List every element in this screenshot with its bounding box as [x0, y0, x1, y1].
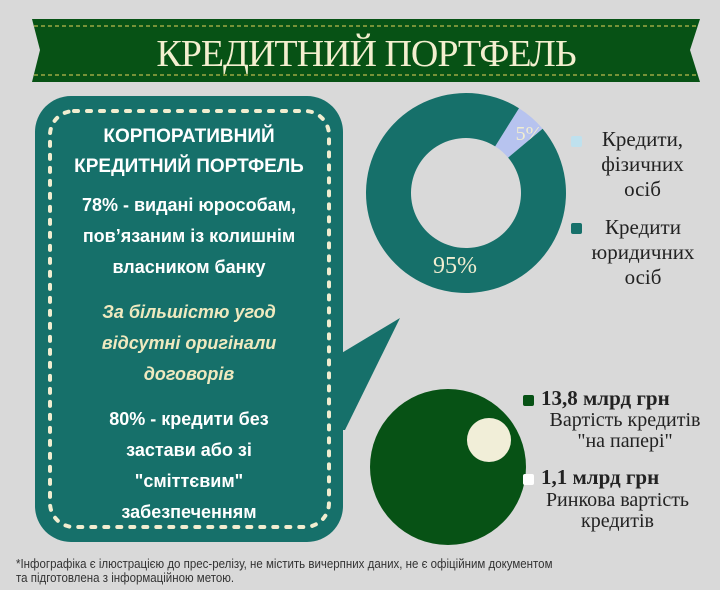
paper-value: 13,8 млрд грн: [541, 386, 670, 410]
legend-line: Ринкова вартість: [545, 489, 690, 511]
legend-line: "на папері": [577, 430, 673, 452]
market-value-circle: [466, 417, 512, 463]
footnote-line: *Інфографіка є ілюстрацією до прес-реліз…: [16, 557, 553, 571]
legend-legal-entities: Кредити юридичних осіб: [583, 215, 703, 290]
donut-slice: [365, 92, 566, 293]
value-circles: [370, 389, 526, 545]
footnote: *Інфографіка є ілюстрацією до прес-реліз…: [16, 557, 552, 585]
legend-line: Кредити: [605, 215, 681, 239]
fact-1: 78% - видані юрособам, пов’язаним із кол…: [81, 195, 297, 277]
paper-value-label: Вартість кредитів "на папері": [530, 410, 720, 452]
heading-line: КОРПОРАТИВНИЙ: [103, 126, 275, 147]
legend-line: Кредити,: [601, 127, 684, 151]
page-title: КРЕДИТНИЙ ПОРТФЕЛЬ: [156, 33, 576, 75]
legend-individuals: Кредити, фізичних осіб: [585, 127, 700, 202]
market-value-label: Ринкова вартість кредитів: [525, 490, 710, 532]
footnote-line: та підготовлена з інформаційною метою.: [16, 571, 235, 585]
legend-swatch-individuals: [571, 136, 582, 147]
legend-swatch-legal: [571, 223, 582, 234]
box-heading: КОРПОРАТИВНИЙ КРЕДИТНИЙ ПОРТФЕЛЬ: [48, 122, 330, 182]
bubble-tail: [330, 318, 400, 430]
corporate-portfolio-box: КОРПОРАТИВНИЙ КРЕДИТНИЙ ПОРТФЕЛЬ 78% - ви…: [48, 118, 330, 528]
market-value: 1,1 млрд грн: [541, 465, 660, 489]
title-ribbon: [32, 19, 700, 82]
fact-3: 80% - кредити без застави або зі "сміттє…: [109, 409, 269, 522]
donut-slice: [495, 108, 543, 158]
speech-bubble: [35, 96, 343, 542]
legend-line: кредитів: [581, 510, 654, 532]
legend-line: осіб: [624, 265, 662, 289]
paper-value-circle: [370, 389, 526, 545]
legend-line: фізичних: [601, 152, 684, 176]
legend-line: Вартість кредитів: [549, 409, 701, 431]
fact-2: За більшістю угод відсутні оригінали дог…: [101, 302, 277, 384]
legend-swatch-paper-value: [523, 395, 534, 406]
heading-line: КРЕДИТНИЙ ПОРТФЕЛЬ: [74, 156, 304, 177]
legend-swatch-market-value: [523, 474, 534, 485]
donut-chart: 5%95%: [365, 92, 566, 293]
slice-label: 95%: [433, 253, 477, 279]
legend-line: осіб: [624, 177, 661, 201]
legend-line: юридичних: [591, 240, 695, 264]
